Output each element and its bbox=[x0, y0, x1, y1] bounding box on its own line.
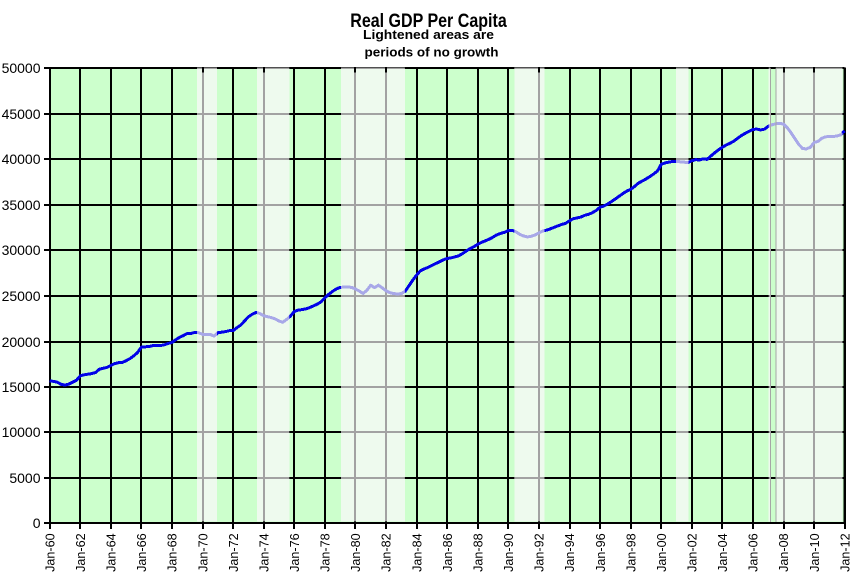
svg-text:5000: 5000 bbox=[9, 470, 40, 486]
svg-text:Jan-74: Jan-74 bbox=[257, 533, 271, 572]
svg-text:Jan-64: Jan-64 bbox=[105, 533, 119, 572]
svg-text:Jan-96: Jan-96 bbox=[594, 533, 608, 572]
svg-text:Jan-04: Jan-04 bbox=[716, 533, 730, 572]
svg-text:Jan-92: Jan-92 bbox=[533, 533, 547, 572]
svg-text:30000: 30000 bbox=[2, 242, 41, 258]
svg-text:periods of no growth: periods of no growth bbox=[365, 45, 499, 59]
svg-text:Jan-62: Jan-62 bbox=[74, 533, 88, 572]
svg-text:Jan-12: Jan-12 bbox=[838, 533, 852, 572]
svg-text:Jan-08: Jan-08 bbox=[777, 533, 791, 572]
svg-text:Jan-60: Jan-60 bbox=[43, 533, 57, 572]
svg-text:Jan-82: Jan-82 bbox=[380, 533, 394, 572]
svg-text:40000: 40000 bbox=[2, 151, 41, 167]
svg-text:Lightened areas are: Lightened areas are bbox=[363, 28, 494, 42]
svg-text:0: 0 bbox=[33, 515, 41, 531]
svg-text:Jan-90: Jan-90 bbox=[502, 533, 516, 572]
svg-text:Jan-76: Jan-76 bbox=[288, 533, 302, 572]
svg-text:Jan-84: Jan-84 bbox=[410, 533, 424, 572]
svg-text:Jan-98: Jan-98 bbox=[624, 533, 638, 572]
svg-text:20000: 20000 bbox=[2, 334, 41, 350]
svg-text:Jan-86: Jan-86 bbox=[441, 533, 455, 572]
svg-text:Jan-80: Jan-80 bbox=[349, 533, 363, 572]
svg-text:Jan-66: Jan-66 bbox=[135, 533, 149, 572]
svg-text:Jan-72: Jan-72 bbox=[227, 533, 241, 572]
svg-text:Jan-68: Jan-68 bbox=[166, 533, 180, 572]
svg-text:Real GDP Per Capita: Real GDP Per Capita bbox=[350, 11, 507, 32]
svg-text:Jan-06: Jan-06 bbox=[747, 533, 761, 572]
svg-text:Jan-94: Jan-94 bbox=[563, 533, 577, 572]
svg-text:Jan-02: Jan-02 bbox=[686, 533, 700, 572]
svg-text:Jan-88: Jan-88 bbox=[472, 533, 486, 572]
svg-text:45000: 45000 bbox=[2, 106, 41, 122]
svg-text:Jan-78: Jan-78 bbox=[319, 533, 333, 572]
svg-text:Jan-70: Jan-70 bbox=[196, 533, 210, 572]
svg-text:Jan-00: Jan-00 bbox=[655, 533, 669, 572]
svg-text:Jan-10: Jan-10 bbox=[808, 533, 822, 572]
svg-text:15000: 15000 bbox=[2, 379, 41, 395]
svg-text:10000: 10000 bbox=[2, 424, 41, 440]
svg-text:25000: 25000 bbox=[2, 288, 41, 304]
svg-text:35000: 35000 bbox=[2, 197, 41, 213]
svg-text:50000: 50000 bbox=[2, 60, 41, 76]
